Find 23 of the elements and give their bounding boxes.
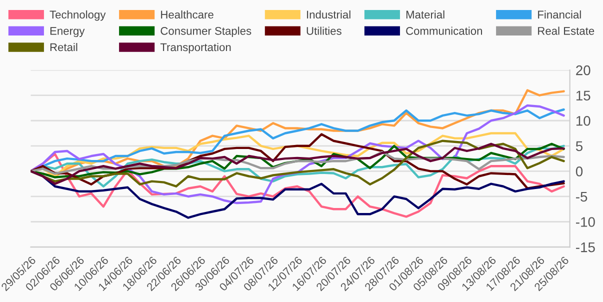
y-tick-label: -10 — [576, 217, 595, 227]
y-tick-label: 5 — [576, 141, 583, 152]
legend-label: Utilities — [306, 26, 342, 35]
line-series — [30, 104, 565, 204]
legend-label: Material — [406, 10, 444, 19]
legend-label: Transportation — [160, 43, 231, 54]
y-tick-label: 10 — [576, 116, 590, 126]
legend-label: Real Estate — [538, 26, 594, 35]
legend-label: Industrial — [307, 10, 350, 19]
legend-label: Technology — [50, 10, 106, 21]
y-tick-label: -15 — [576, 242, 595, 252]
legend-label: Healthcare — [161, 10, 214, 19]
legend-label: Energy — [50, 27, 85, 38]
legend-label: Communication — [406, 26, 482, 35]
line-series — [30, 150, 565, 175]
line-series — [30, 133, 565, 190]
legend-label: Financial — [538, 10, 581, 19]
y-tick-label: 0 — [576, 166, 583, 176]
legend-label: Consumer Staples — [160, 26, 252, 38]
y-tick-label: -5 — [576, 192, 588, 202]
y-tick-label: 15 — [576, 90, 590, 101]
legend-label: Retail — [50, 43, 78, 52]
y-tick-label: 20 — [576, 65, 590, 76]
